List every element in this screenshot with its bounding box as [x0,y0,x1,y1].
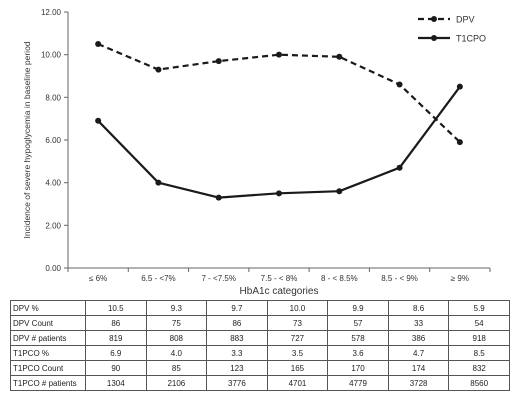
row-label: T1PCO # patients [10,375,86,391]
data-point-t1cpo [276,190,282,197]
x-tick-label: 8 - < 8.5% [321,274,358,283]
table-cell: 883 [206,330,268,346]
x-tick-label: 8.5 - < 9% [381,274,418,283]
table-cell: 3.6 [327,345,389,361]
x-tick-label: ≥ 9% [451,274,469,283]
table-cell: 86 [206,315,268,331]
y-tick-label: 12.00 [41,8,62,17]
x-tick-label: 7.5 - < 8% [261,274,298,283]
data-point-dpv [276,51,282,58]
table-cell: 73 [266,315,329,331]
table-cell: 819 [85,330,147,346]
x-tick-label: 6.5 - <7% [141,274,175,283]
table-cell: 9.3 [145,300,208,316]
table-cell: 9.7 [206,300,268,316]
table-cell: 90 [85,360,147,376]
data-point-t1cpo [396,164,403,171]
table-cell: 2106 [145,375,208,391]
table-cell: 578 [327,330,389,346]
table-cell: 174 [387,360,450,376]
y-axis-title: Incidence of severe hypoglycemia in base… [22,41,32,238]
y-tick-label: 4.00 [45,179,61,188]
data-point-t1cpo [215,194,222,201]
table-cell: 1304 [85,375,147,391]
data-point-t1cpo [456,83,463,90]
table-cell: 727 [266,330,329,346]
table-row: DPV % 10.5 9.3 9.7 10.0 9.9 8.6 5.9 [10,300,510,316]
row-label: DPV Count [10,315,86,331]
row-label: T1PCO Count [10,360,86,376]
table-cell: 85 [145,360,208,376]
table-cell: 4779 [327,375,389,391]
table-cell: 75 [145,315,208,331]
table-cell: 918 [448,330,510,346]
table-cell: 386 [387,330,450,346]
y-tick-label: 10.00 [41,51,62,60]
legend-marker-dpv [431,16,437,22]
table-cell: 10.5 [85,300,147,316]
data-point-dpv [215,58,222,65]
table-cell: 33 [387,315,450,331]
table-row: DPV # patients 819 808 883 727 578 386 918 [10,330,510,346]
table-cell: 5.9 [448,300,510,316]
table-cell: 3.3 [206,345,268,361]
data-point-dpv [456,139,463,146]
row-label: T1PCO % [10,345,86,361]
data-point-t1cpo [336,188,343,195]
table-cell: 6.9 [85,345,147,361]
data-point-dpv [95,41,102,47]
data-point-dpv [336,53,343,60]
table-cell: 165 [266,360,329,376]
table-cell: 8.5 [448,345,510,361]
y-tick-label: 8.00 [45,93,61,102]
table-cell: 4.0 [145,345,208,361]
table-row: T1PCO % 6.9 4.0 3.3 3.5 3.6 4.7 8.5 [10,345,510,361]
row-label: DPV % [10,300,86,316]
x-tick-label: 7 - <7.5% [201,274,235,283]
line-chart: 0.00 2.00 4.00 6.00 8.00 10.00 12.00 ≤ 6% 6.5 - … [22,8,491,297]
data-point-t1cpo [95,117,102,124]
data-point-t1cpo [155,179,162,186]
y-tick-label: 2.00 [45,221,61,230]
row-label: DPV # patients [10,330,86,346]
series-line-t1cpo [97,86,461,199]
table-row: T1PCO Count 90 85 123 165 170 174 832 [10,360,510,376]
legend-label-dpv: DPV [456,15,475,25]
table-cell: 4701 [266,375,329,391]
legend-label-t1cpo: T1CPO [456,34,486,44]
data-point-dpv [155,66,162,73]
table-cell: 3.5 [266,345,329,361]
table-cell: 86 [85,315,147,331]
table-row: T1PCO # patients 1304 2106 3776 4701 4779 3728… [10,375,510,391]
y-tick-label: 0.00 [45,264,61,273]
table-cell: 3776 [206,375,268,391]
y-tick-label: 6.00 [45,136,61,145]
table-cell: 3728 [387,375,450,391]
table-cell: 808 [145,330,208,346]
x-axis-title: HbA1c categories [240,286,319,297]
table-cell: 57 [327,315,389,331]
x-tick-label: ≤ 6% [89,274,107,283]
data-table: DPV % 10.5 9.3 9.7 10.0 9.9 8.6 5.9 DPV Count 86 7… [10,300,510,391]
table-cell: 4.7 [387,345,450,361]
table-cell: 8560 [448,375,510,391]
data-point-dpv [396,81,403,88]
series-line-dpv [97,42,461,143]
table-cell: 123 [206,360,268,376]
table-cell: 54 [448,315,510,331]
table-cell: 9.9 [327,300,389,316]
table-cell: 10.0 [266,300,329,316]
table-row: DPV Count 86 75 86 73 57 33 54 [10,315,510,331]
legend-marker-t1cpo [431,35,437,41]
table-cell: 8.6 [387,300,450,316]
table-cell: 832 [448,360,510,376]
table-cell: 170 [327,360,389,376]
